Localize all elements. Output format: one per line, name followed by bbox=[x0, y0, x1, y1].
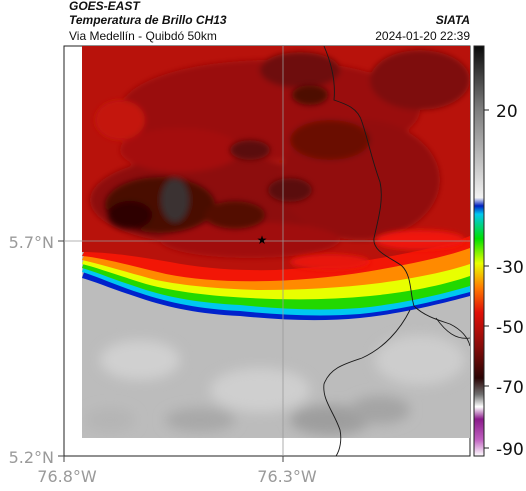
region-subtitle: Via Medellín - Quibdó 50km bbox=[69, 29, 217, 43]
colorbar-tick-neg70: -70 bbox=[496, 378, 524, 398]
lat-label-5.7: 5.7°N bbox=[9, 233, 54, 252]
river-line bbox=[323, 309, 411, 457]
lat-label-5.2: 5.2°N bbox=[9, 448, 54, 467]
brightness-temperature-field bbox=[82, 46, 470, 438]
agency-label: SIATA bbox=[435, 13, 470, 27]
satellite-name: GOES-EAST bbox=[69, 0, 140, 13]
lon-label-76.3: 76.3°W bbox=[257, 467, 317, 486]
lon-label-76.8: 76.8°W bbox=[37, 467, 97, 486]
city-marker-star: ★ bbox=[257, 233, 268, 247]
colorbar-tick-neg50: -50 bbox=[496, 318, 524, 338]
timestamp-label: 2024-01-20 22:39 bbox=[375, 29, 470, 43]
colorbar bbox=[473, 45, 485, 457]
product-title: Temperatura de Brillo CH13 bbox=[69, 13, 227, 27]
colorbar-tick-neg30: -30 bbox=[496, 258, 524, 278]
cloud-cold-core bbox=[105, 85, 328, 233]
colorbar-tick-neg90: -90 bbox=[496, 440, 524, 460]
border-line bbox=[323, 45, 471, 347]
colorbar-tick-20: 20 bbox=[496, 102, 518, 122]
